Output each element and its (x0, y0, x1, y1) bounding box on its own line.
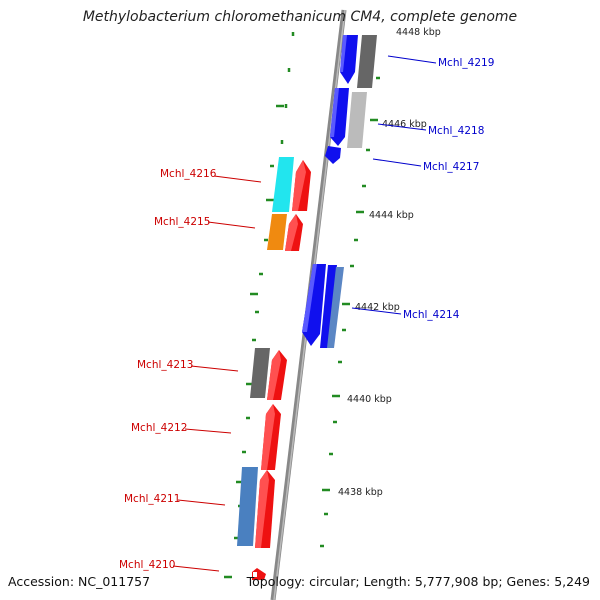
scale-label: 4444 kbp (369, 210, 414, 221)
gene-Mchl_4210-arrow[interactable] (252, 568, 266, 580)
gene-label-Mchl_4217[interactable]: Mchl_4217 (423, 161, 479, 173)
gene-Mchl_4216-arrow[interactable] (292, 160, 311, 211)
gene-label-Mchl_4211[interactable]: Mchl_4211 (124, 493, 180, 505)
diagram-title: Methylobacterium chloromethanicum CM4, c… (82, 9, 518, 25)
gene-label-Mchl_4212[interactable]: Mchl_4212 (131, 422, 187, 434)
scale-label: 4446 kbp (382, 119, 427, 130)
gene-Mchl_4218-arrow[interactable] (330, 88, 349, 146)
outer-tick-ring (224, 32, 295, 579)
gene-Mchl_4215-orange-block[interactable] (267, 214, 287, 250)
topology-text: Topology: circular; Length: 5,777,908 bp… (246, 574, 590, 589)
scale-label: 4442 kbp (355, 302, 400, 313)
reverse-gene-labels: Mchl_4216 Mchl_4215 Mchl_4213 Mchl_4212 … (119, 168, 262, 572)
gene-Mchl_4211-steel-block[interactable] (237, 467, 258, 546)
gene-label-Mchl_4210[interactable]: Mchl_4210 (119, 559, 175, 571)
accession-text: Accession: NC_011757 (8, 574, 151, 589)
gene-4214-steel-block[interactable] (327, 267, 344, 348)
inner-tick-ring (320, 76, 380, 548)
gene-Mchl_4214-arrow[interactable] (302, 264, 326, 346)
gene-label-Mchl_4218[interactable]: Mchl_4218 (428, 125, 484, 137)
gene-Mchl_4213-grey-block[interactable] (250, 348, 270, 398)
gene-label-Mchl_4215[interactable]: Mchl_4215 (154, 216, 210, 228)
gene-Mchl_4215-arrow[interactable] (285, 214, 303, 251)
gene-4218-grey-block[interactable] (347, 92, 367, 148)
gene-Mchl_4217-arrow[interactable] (325, 146, 341, 164)
gene-label-Mchl_4213[interactable]: Mchl_4213 (137, 359, 193, 371)
gene-Mchl_4219-arrow[interactable] (340, 35, 358, 84)
gene-Mchl_4216-cyan-block[interactable] (272, 157, 294, 212)
gene-Mchl_4211-arrow[interactable] (255, 470, 275, 548)
gene-label-Mchl_4219[interactable]: Mchl_4219 (438, 57, 494, 69)
gene-4214-blue-block[interactable] (320, 265, 337, 348)
scale-label: 4438 kbp (338, 487, 383, 498)
gene-4219-grey-block[interactable] (357, 35, 377, 88)
gene-Mchl_4213-arrow[interactable] (267, 350, 287, 400)
scale-label: 4448 kbp (396, 27, 441, 38)
gene-label-Mchl_4214[interactable]: Mchl_4214 (403, 309, 460, 321)
gene-Mchl_4212-arrow[interactable] (261, 404, 281, 470)
forward-gene-labels: Mchl_4219 Mchl_4218 Mchl_4217 Mchl_4214 (351, 55, 494, 321)
gene-label-Mchl_4216[interactable]: Mchl_4216 (160, 168, 217, 180)
scale-labels: 4448 kbp 4446 kbp 4444 kbp 4442 kbp 4440… (338, 27, 441, 498)
scale-label: 4440 kbp (347, 394, 392, 405)
